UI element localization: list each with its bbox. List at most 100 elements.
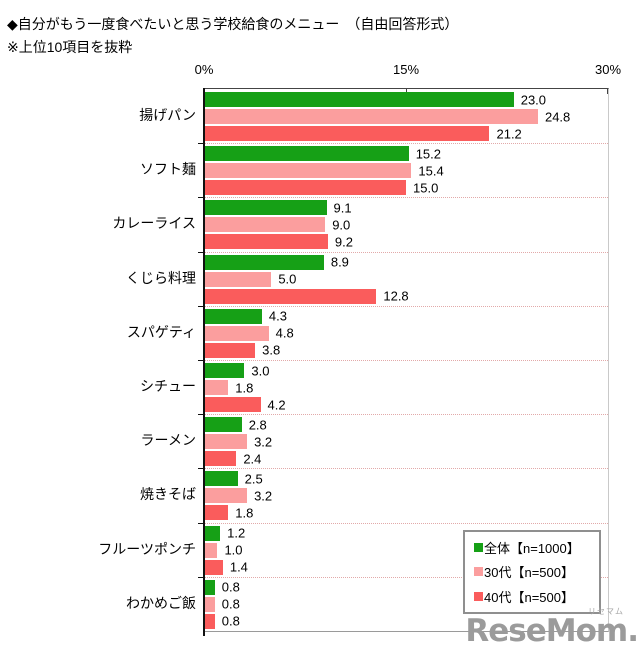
value-label: 4.8 <box>275 325 294 341</box>
row-separator <box>204 305 608 307</box>
category-label: フルーツポンチ <box>98 540 196 557</box>
bar-40dai <box>204 126 490 141</box>
legend-item: 40代【n=500】 <box>474 587 599 606</box>
legend-swatch-icon <box>474 592 483 602</box>
value-label: 8.9 <box>330 254 349 270</box>
x-axis-tick-label-15: 15% <box>392 62 420 77</box>
legend-label: 40代【n=500】 <box>484 590 574 606</box>
bar-zentai <box>204 308 262 324</box>
bar-zentai <box>204 579 215 595</box>
value-label: 1.2 <box>227 525 246 541</box>
value-label: 9.0 <box>332 217 351 233</box>
row-separator <box>204 197 608 199</box>
bar-40dai <box>204 288 377 304</box>
x-axis-tick-label-30: 30% <box>594 62 622 77</box>
bar-30dai <box>204 163 412 179</box>
bar-30dai <box>204 217 326 233</box>
bar-40dai <box>204 180 406 196</box>
bar-40dai <box>204 342 256 358</box>
value-label: 15.2 <box>415 146 441 162</box>
x-axis-tick <box>607 89 608 94</box>
legend: 全体【n=1000】 30代【n=500】 40代【n=500】 <box>463 530 601 614</box>
row-separator <box>204 360 608 361</box>
value-label: 3.8 <box>262 342 281 358</box>
value-label: 12.8 <box>383 288 409 304</box>
x-axis-tick-label-0: 0% <box>194 62 214 77</box>
y-axis-tick <box>198 197 204 199</box>
value-label: 0.8 <box>221 596 240 612</box>
bar-zentai <box>204 471 238 487</box>
value-label: 4.2 <box>267 397 286 412</box>
legend-swatch-icon <box>474 542 483 552</box>
value-label: 15.4 <box>418 163 444 179</box>
value-label: 2.5 <box>244 471 263 487</box>
bar-40dai <box>204 505 229 521</box>
bar-zentai <box>204 146 409 162</box>
value-label: 9.1 <box>333 200 352 216</box>
value-label: 1.8 <box>235 380 254 395</box>
bar-30dai <box>204 109 538 124</box>
legend-label: 30代【n=500】 <box>484 565 574 581</box>
bar-40dai <box>204 234 328 250</box>
bar-30dai <box>204 325 269 341</box>
value-label: 3.2 <box>254 434 273 450</box>
y-axis-tick <box>198 251 204 253</box>
row-separator <box>204 251 608 253</box>
legend-swatch-icon <box>474 567 483 577</box>
value-label: 0.8 <box>221 613 240 629</box>
value-label: 5.0 <box>278 271 297 287</box>
y-axis-tick <box>198 414 204 416</box>
row-separator <box>204 468 608 470</box>
category-label: スパゲティ <box>126 323 196 340</box>
row-separator <box>204 522 608 524</box>
bar-30dai <box>204 596 215 612</box>
value-label: 23.0 <box>520 92 547 107</box>
value-label: 15.0 <box>413 180 439 196</box>
value-label: 2.8 <box>248 417 267 433</box>
value-label: 24.8 <box>544 109 571 124</box>
x-axis-tick <box>406 89 407 94</box>
row-separator <box>204 576 608 578</box>
category-label: わかめご飯 <box>126 594 196 611</box>
value-label: 2.4 <box>243 451 262 467</box>
bar-zentai <box>204 254 324 270</box>
legend-item: 全体【n=1000】 <box>474 538 599 557</box>
category-label: ラーメン <box>140 432 196 449</box>
category-label: 焼きそば <box>140 486 196 503</box>
bar-zentai <box>204 363 245 378</box>
bar-30dai <box>204 434 248 450</box>
watermark-ruby: リセマム <box>588 607 624 616</box>
bar-30dai <box>204 271 272 287</box>
legend-item: 30代【n=500】 <box>474 562 599 581</box>
bar-40dai <box>204 451 237 467</box>
value-label: 1.4 <box>229 559 248 575</box>
category-label: ソフト麺 <box>140 161 196 178</box>
bar-40dai <box>204 559 223 575</box>
category-label: シチュー <box>140 378 196 395</box>
value-label: 3.2 <box>254 488 273 504</box>
value-label: 4.3 <box>268 308 287 324</box>
row-separator <box>204 414 608 416</box>
value-label: 0.8 <box>221 579 240 595</box>
legend-label: 全体【n=1000】 <box>484 540 580 556</box>
value-label: 3.0 <box>251 363 270 378</box>
bar-40dai <box>204 613 215 629</box>
y-axis-tick <box>198 522 204 524</box>
y-axis-line <box>203 88 205 636</box>
y-axis-tick <box>198 143 204 145</box>
category-label: 揚げパン <box>139 107 196 124</box>
category-label: カレーライス <box>112 215 196 232</box>
bar-30dai <box>204 542 218 558</box>
row-separator <box>204 143 608 145</box>
bar-40dai <box>204 397 261 412</box>
y-axis-tick <box>198 305 204 307</box>
page-title: ◆自分がもう一度食べたいと思う学校給食のメニュー （自由回答形式） <box>7 16 459 32</box>
bar-30dai <box>204 380 229 395</box>
category-label: くじら料理 <box>126 269 196 286</box>
value-label: 1.8 <box>235 505 254 521</box>
value-label: 9.2 <box>334 234 353 250</box>
bar-zentai <box>204 92 514 107</box>
watermark: リセマム ReseMom. <box>465 607 639 647</box>
y-axis-tick <box>198 360 204 361</box>
